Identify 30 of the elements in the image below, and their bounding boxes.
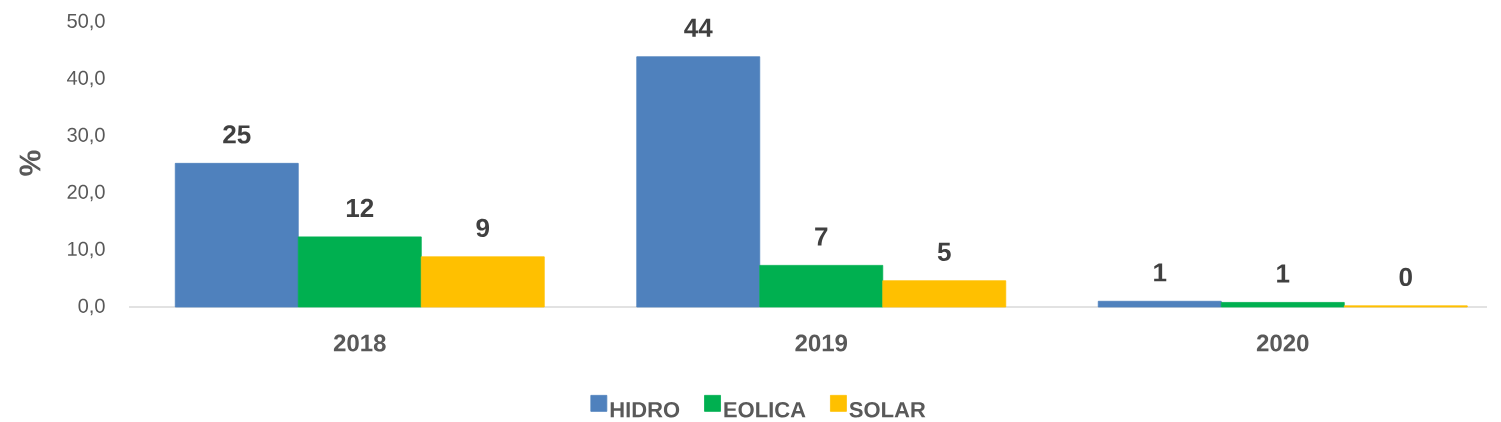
y-tick-label: 20,0 (67, 184, 105, 202)
y-tick-label: 0,0 (78, 298, 105, 316)
y-tick-label: 10,0 (68, 241, 105, 259)
x-tick-label: 2020 (1256, 334, 1309, 352)
data-label: 7 (815, 227, 828, 246)
data-label: 1 (1154, 263, 1167, 282)
data-label: 5 (937, 242, 951, 262)
data-label: 0 (1399, 267, 1412, 287)
bar (882, 280, 1007, 308)
bar (174, 162, 299, 308)
y-axis-title: % (19, 150, 41, 176)
bar (1220, 302, 1345, 308)
bar (1097, 300, 1222, 308)
data-label: 1 (1277, 264, 1290, 283)
data-label: 12 (346, 198, 374, 217)
legend-label: HIDRO (610, 401, 680, 418)
data-label: 44 (684, 18, 713, 37)
y-tick-label: 50,0 (67, 13, 105, 31)
data-label: 25 (223, 125, 251, 144)
x-tick-label: 2018 (333, 334, 386, 352)
y-tick-label: 30,0 (67, 127, 105, 145)
bar (759, 264, 884, 308)
bar (420, 256, 545, 308)
x-tick-label: 2019 (795, 334, 848, 352)
legend-label: EOLICA (724, 401, 806, 418)
bar (636, 56, 761, 308)
data-label: 9 (476, 218, 490, 238)
bar (297, 236, 422, 308)
y-tick-label: 40,0 (67, 70, 105, 88)
legend-label: SOLAR (849, 401, 926, 418)
